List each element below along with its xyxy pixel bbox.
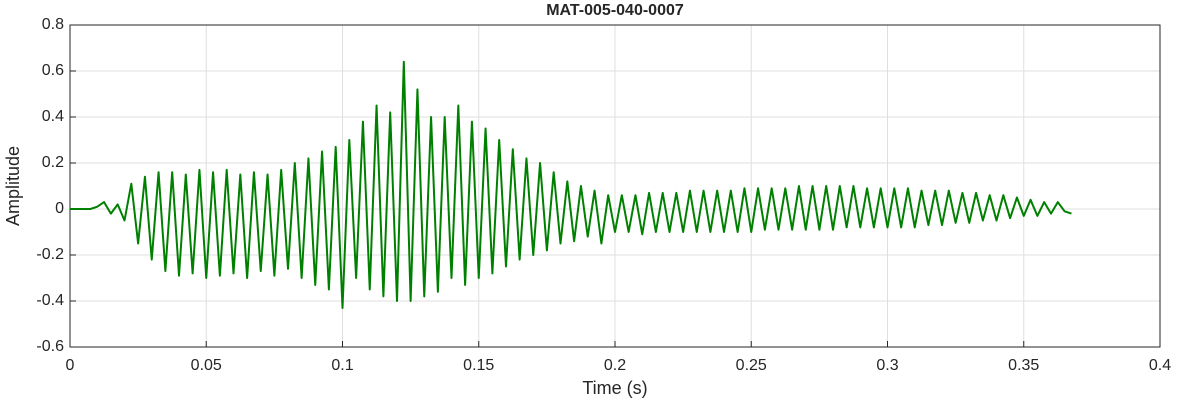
x-tick-label: 0.25 [736,357,767,374]
x-tick-label: 0.1 [331,357,353,374]
signal-line [70,60,1072,309]
x-tick-label: 0.4 [1149,357,1171,374]
y-tick-label: -0.6 [36,338,64,355]
y-axis-label: Amplitude [3,146,23,226]
x-tick-label: 0.35 [1008,357,1039,374]
x-axis-label: Time (s) [582,378,647,398]
chart-title: MAT-005-040-0007 [546,2,684,19]
plot-frame [69,24,1161,348]
y-tick-label: 0.8 [42,16,64,33]
y-tick-label: 0.4 [42,108,64,125]
x-tick-label: 0.05 [191,357,222,374]
y-tick-label: -0.2 [36,246,64,263]
y-tick-label: 0 [55,200,64,217]
y-tick-label: 0.2 [42,154,64,171]
x-tick-label: 0.2 [604,357,626,374]
y-tick-label: 0.6 [42,62,64,79]
y-tick-label: -0.4 [36,292,64,309]
x-tick-label: 0 [66,357,75,374]
x-tick-label: 0.15 [463,357,494,374]
x-tick-label: 0.3 [876,357,898,374]
